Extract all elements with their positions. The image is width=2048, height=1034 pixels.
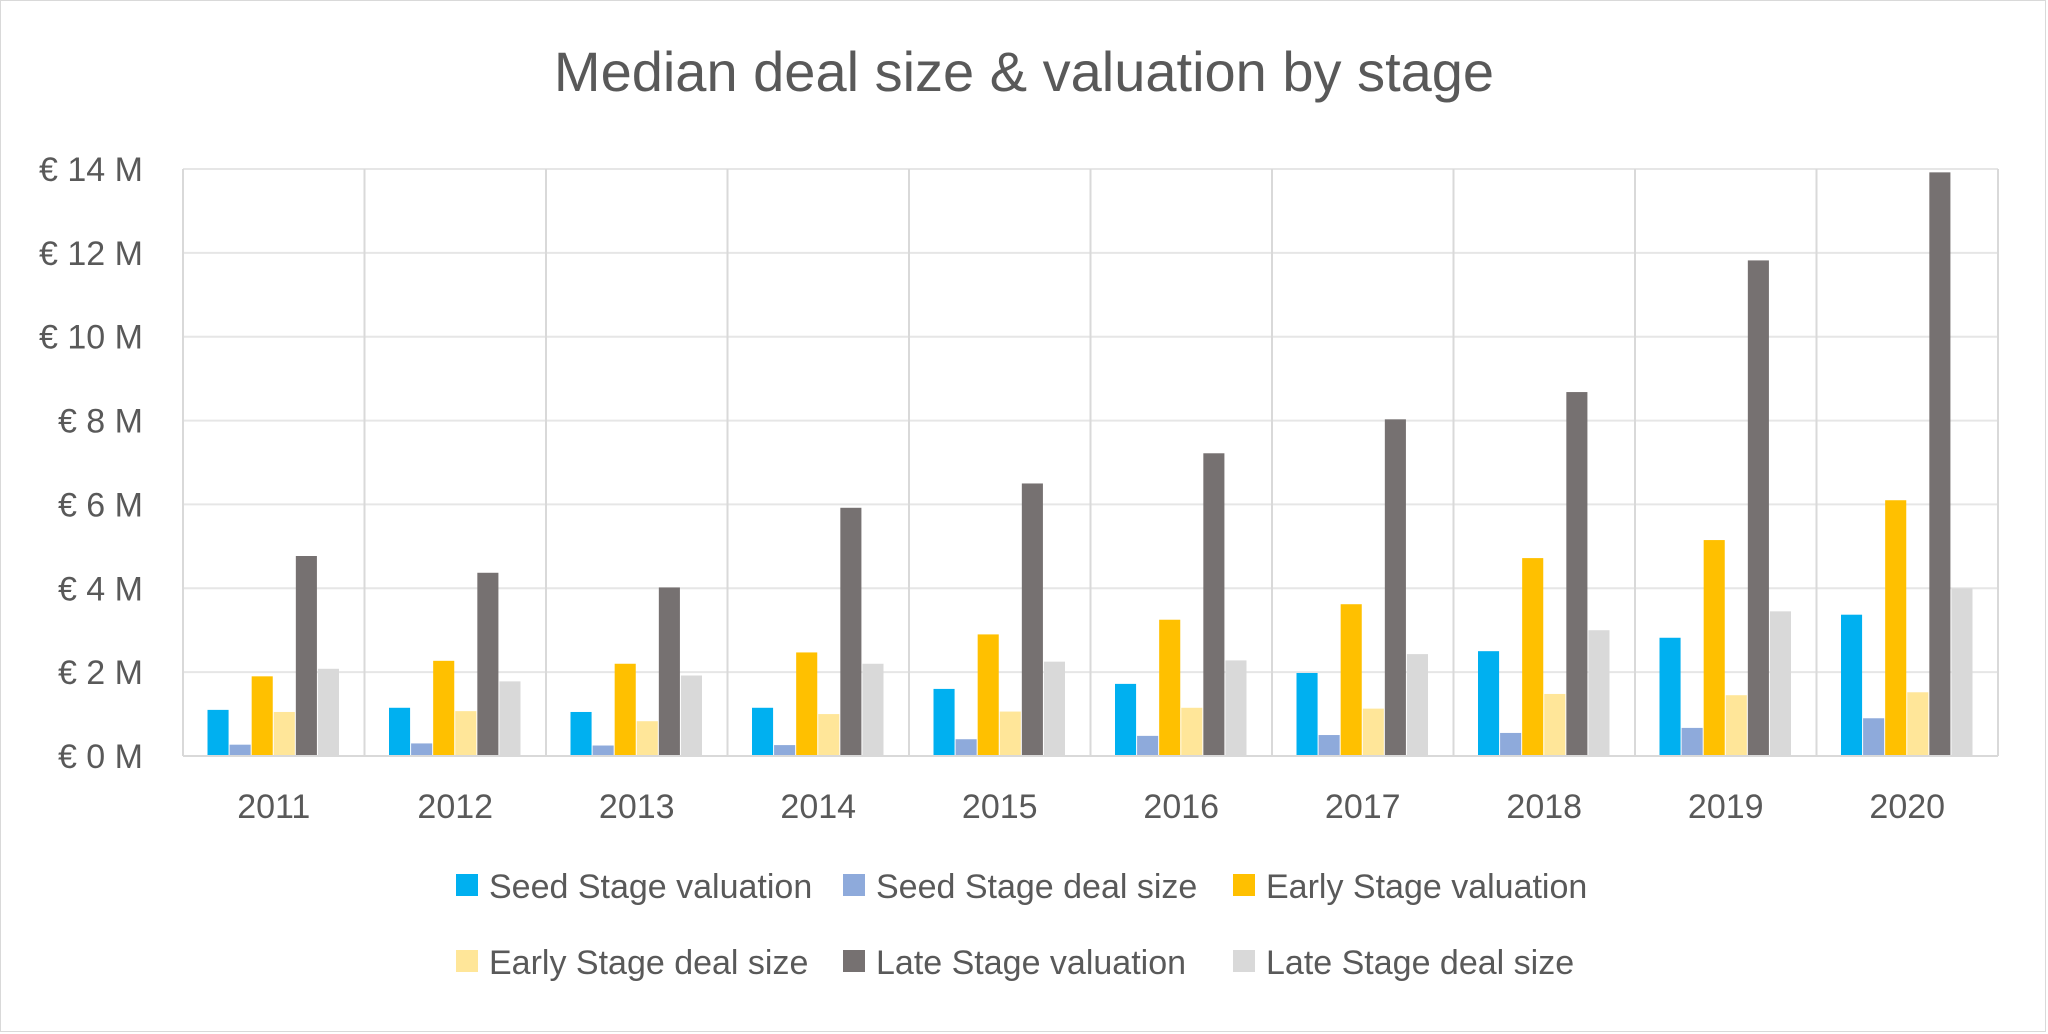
legend-swatch — [843, 950, 865, 972]
chart-title: Median deal size & valuation by stage — [554, 40, 1494, 103]
legend-layer: Seed Stage valuation Seed Stage deal size… — [456, 868, 1587, 982]
bar — [1318, 735, 1340, 756]
bar — [1362, 708, 1384, 756]
legend-label: Early Stage deal size — [489, 944, 808, 982]
bar — [774, 745, 796, 756]
y-tick-label: € 8 M — [58, 403, 143, 441]
bar — [1841, 614, 1863, 756]
bar — [1747, 260, 1769, 756]
bar — [658, 587, 680, 756]
bar — [389, 707, 411, 756]
bar — [1769, 611, 1791, 756]
y-tick-label: € 14 M — [39, 151, 143, 189]
bar — [1885, 500, 1907, 756]
bar — [317, 668, 339, 756]
y-tick-label: € 2 M — [58, 654, 143, 692]
bar — [1522, 558, 1544, 756]
bar — [1951, 588, 1973, 756]
x-tick-label: 2020 — [1869, 788, 1945, 826]
bar — [499, 681, 521, 756]
bar — [207, 709, 229, 756]
bar — [433, 660, 455, 756]
bar — [1907, 692, 1929, 756]
bar — [273, 711, 295, 756]
y-tick-label: € 6 M — [58, 486, 143, 524]
x-tick-label: 2018 — [1506, 788, 1582, 826]
bar — [840, 507, 862, 756]
bar — [1384, 419, 1406, 756]
bar — [1929, 172, 1951, 757]
legend-label: Seed Stage valuation — [489, 868, 812, 906]
bar — [1043, 661, 1065, 756]
bar — [1137, 735, 1159, 756]
bar — [1544, 693, 1566, 756]
bar — [796, 652, 818, 756]
legend-swatch — [456, 950, 478, 972]
legend-swatch — [456, 874, 478, 896]
x-tick-label: 2013 — [599, 788, 675, 826]
bar — [752, 707, 774, 756]
bar — [295, 556, 317, 756]
legend-swatch — [843, 874, 865, 896]
bar — [1681, 727, 1703, 756]
bar — [251, 676, 273, 756]
bar — [1659, 637, 1681, 756]
bar — [592, 745, 614, 756]
bar — [1406, 654, 1428, 756]
bar — [411, 743, 433, 756]
bar — [229, 744, 251, 756]
bar — [1725, 695, 1747, 756]
legend-label: Seed Stage deal size — [876, 868, 1197, 906]
bar — [1340, 604, 1362, 756]
y-tick-label: € 10 M — [39, 319, 143, 357]
x-tick-label: 2016 — [1143, 788, 1219, 826]
bar — [977, 634, 999, 756]
bar — [955, 739, 977, 756]
bar-layer — [207, 172, 1973, 757]
bar — [1203, 453, 1225, 756]
bar — [477, 572, 499, 756]
bar — [1225, 660, 1247, 756]
bar — [636, 721, 658, 756]
bar — [933, 688, 955, 756]
bar — [1296, 672, 1318, 756]
bar — [1500, 732, 1522, 756]
legend-label: Late Stage valuation — [876, 944, 1186, 982]
x-tick-label: 2017 — [1325, 788, 1401, 826]
bar — [570, 711, 592, 756]
legend-label: Early Stage valuation — [1266, 868, 1587, 906]
bar — [818, 714, 840, 756]
x-tick-label: 2015 — [962, 788, 1038, 826]
bar — [999, 711, 1021, 756]
bar — [1021, 483, 1043, 756]
legend-swatch — [1233, 950, 1255, 972]
bar — [1181, 707, 1203, 756]
x-tick-label: 2019 — [1688, 788, 1764, 826]
bar — [1863, 718, 1885, 756]
bar — [455, 711, 477, 756]
x-tick-label: 2012 — [417, 788, 493, 826]
bar — [1588, 630, 1610, 756]
y-tick-label: € 12 M — [39, 235, 143, 273]
bar — [1115, 683, 1137, 756]
y-tick-label: € 0 M — [58, 738, 143, 776]
bar — [1703, 540, 1725, 756]
bar — [1159, 619, 1181, 756]
bar — [1478, 651, 1500, 756]
y-tick-label: € 4 M — [58, 570, 143, 608]
legend-label: Late Stage deal size — [1266, 944, 1574, 982]
x-tick-label: 2014 — [780, 788, 856, 826]
bar — [862, 663, 884, 756]
bar — [680, 675, 702, 756]
bar — [1566, 392, 1588, 756]
axis-layer: € 0 M € 2 M € 4 M € 6 M € 8 M € 10 M € 12 M € 1… — [39, 151, 1998, 826]
x-tick-label: 2011 — [237, 788, 310, 826]
grid-layer — [182, 168, 1999, 757]
bar — [614, 663, 636, 756]
legend-swatch — [1233, 874, 1255, 896]
